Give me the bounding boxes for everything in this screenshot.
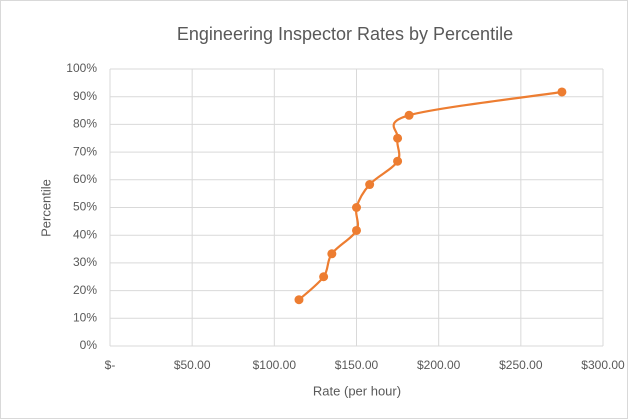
y-tick-label: 30%: [73, 255, 97, 269]
x-tick-label: $100.00: [253, 358, 297, 372]
x-tick-label: $150.00: [335, 358, 379, 372]
y-axis-label: Percentile: [38, 179, 53, 237]
y-tick-label: 20%: [73, 283, 97, 297]
data-point: [319, 272, 329, 282]
y-tick-label: 100%: [66, 61, 97, 75]
x-tick-label: $200.00: [417, 358, 461, 372]
data-point: [557, 87, 567, 97]
x-tick-label: $50.00: [174, 358, 211, 372]
x-axis-label: Rate (per hour): [313, 383, 401, 398]
x-tick-label: $-: [105, 358, 116, 372]
y-tick-label: 70%: [73, 144, 97, 158]
y-tick-label: 10%: [73, 310, 97, 324]
y-tick-label: 80%: [73, 117, 97, 131]
y-tick-label: 90%: [73, 89, 97, 103]
data-point: [352, 203, 361, 212]
data-point: [352, 225, 361, 235]
x-tick-label: $250.00: [499, 358, 543, 372]
y-tick-label: 50%: [73, 200, 97, 214]
data-point: [327, 249, 337, 259]
y-tick-label: 40%: [73, 227, 97, 241]
data-point: [365, 180, 375, 190]
x-tick-label: $300.00: [581, 358, 625, 372]
data-point: [404, 110, 414, 120]
chart-title: Engineering Inspector Rates by Percentil…: [177, 24, 513, 44]
data-point: [393, 133, 403, 143]
data-point: [294, 295, 304, 305]
y-tick-label: 60%: [73, 172, 97, 186]
y-tick-label: 0%: [80, 338, 98, 352]
data-point: [393, 156, 403, 166]
